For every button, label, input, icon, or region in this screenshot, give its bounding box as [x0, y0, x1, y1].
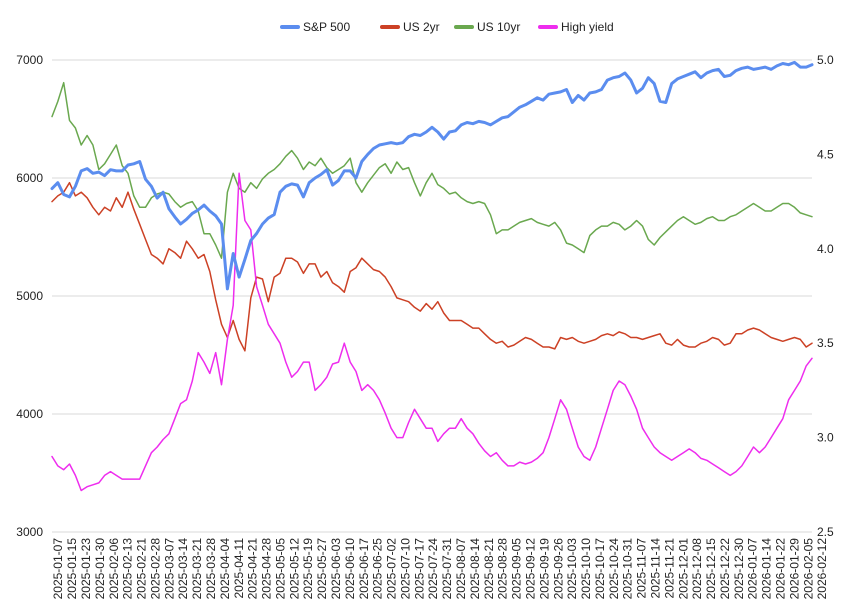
- x-axis-tick-label: 2025-04-04: [218, 538, 232, 600]
- x-axis-tick-label: 2025-04-21: [246, 538, 260, 600]
- x-axis-tick-label: 2025-01-30: [93, 538, 107, 600]
- x-axis-tick-label: 2025-12-30: [732, 538, 746, 600]
- x-axis-tick-label: 2026-01-07: [746, 538, 760, 600]
- right-axis: 2.5 3.0 3.5 4.0 4.5 5.0: [817, 53, 834, 539]
- legend-item[interactable]: S&P 500: [280, 20, 350, 34]
- x-axis-tick-label: 2025-08-28: [496, 538, 510, 600]
- x-axis-tick-label: 2025-12-01: [676, 538, 690, 600]
- x-axis-tick-label: 2025-09-12: [523, 538, 537, 600]
- legend-label: High yield: [561, 20, 614, 34]
- x-axis-tick-label: 2025-12-15: [704, 538, 718, 600]
- x-axis-tick-label: 2026-02-12: [815, 538, 829, 600]
- x-axis-tick-label: 2025-03-21: [190, 538, 204, 600]
- legend-item[interactable]: US 2yr: [380, 20, 440, 34]
- x-axis-tick-label: 2025-05-27: [315, 538, 329, 600]
- right-axis-tick-label: 4.5: [817, 147, 834, 161]
- x-axis-tick-label: 2026-02-05: [801, 538, 815, 600]
- x-axis-tick-label: 2025-07-10: [398, 538, 412, 600]
- x-axis-tick-label: 2025-02-13: [121, 538, 135, 600]
- legend-item[interactable]: US 10yr: [454, 20, 520, 34]
- x-axis-tick-label: 2025-06-10: [343, 538, 357, 600]
- left-axis-tick-label: 5000: [16, 289, 43, 303]
- series-line-s-p-500: [50, 60, 814, 291]
- left-axis-tick-label: 3000: [16, 525, 43, 539]
- series-line-high-yield: [51, 172, 813, 492]
- left-axis-tick-label: 7000: [16, 53, 43, 67]
- x-axis-tick-label: 2025-10-03: [565, 538, 579, 600]
- x-axis-tick-label: 2026-01-22: [774, 538, 788, 600]
- x-axis-tick-label: 2025-10-10: [579, 538, 593, 600]
- x-axis-tick-label: 2025-05-12: [287, 538, 301, 600]
- x-axis-tick-label: 2025-07-02: [385, 538, 399, 600]
- x-axis-tick-label: 2025-06-17: [357, 538, 371, 600]
- x-axis-tick-label: 2025-07-17: [412, 538, 426, 600]
- x-axis-tick-label: 2025-01-15: [65, 538, 79, 600]
- x-axis-tick-label: 2025-04-28: [260, 538, 274, 600]
- x-axis-tick-label: 2025-10-24: [607, 538, 621, 600]
- x-axis-tick-label: 2025-12-22: [718, 538, 732, 600]
- x-axis-tick-label: 2025-01-07: [51, 538, 65, 600]
- left-axis-tick-label: 4000: [16, 407, 43, 421]
- x-axis-tick-label: 2025-05-19: [301, 538, 315, 600]
- x-axis-tick-label: 2025-10-31: [621, 538, 635, 600]
- legend-label: US 2yr: [403, 20, 440, 34]
- x-axis-tick-label: 2025-02-28: [148, 538, 162, 600]
- x-axis-tick-label: 2025-07-31: [440, 538, 454, 600]
- x-axis-tick-label: 2025-04-11: [232, 538, 246, 599]
- right-axis-tick-label: 2.5: [817, 525, 834, 539]
- right-axis-tick-label: 5.0: [817, 53, 834, 67]
- x-axis-tick-label: 2025-03-28: [204, 538, 218, 600]
- x-axis: 2025-01-07 2025-01-15 2025-01-23 2025-01-30…: [51, 538, 829, 600]
- x-axis-tick-label: 2025-10-17: [593, 538, 607, 600]
- x-axis-tick-label: 2025-11-07: [635, 538, 649, 599]
- series-line-us-10yr: [51, 81, 813, 259]
- x-axis-tick-label: 2025-02-06: [107, 538, 121, 600]
- right-axis-tick-label: 3.5: [817, 336, 834, 350]
- x-axis-tick-label: 2025-06-03: [329, 538, 343, 600]
- x-axis-tick-label: 2025-05-05: [273, 538, 287, 600]
- x-axis-tick-label: 2025-12-08: [690, 538, 704, 600]
- x-axis-tick-label: 2025-09-19: [537, 538, 551, 600]
- series-line-us-2yr: [51, 181, 813, 352]
- right-axis-tick-label: 4.0: [817, 242, 834, 256]
- x-axis-tick-label: 2025-08-21: [482, 538, 496, 600]
- x-axis-tick-label: 2025-03-07: [162, 538, 176, 600]
- x-axis-tick-label: 2026-01-29: [787, 538, 801, 600]
- left-axis-tick-label: 6000: [16, 171, 43, 185]
- x-axis-tick-label: 2025-01-23: [79, 538, 93, 600]
- x-axis-tick-label: 2025-09-26: [551, 538, 565, 600]
- x-axis-tick-label: 2025-03-14: [176, 538, 190, 600]
- left-axis: 3000 4000 5000 6000 7000: [16, 53, 43, 539]
- series-lines: [50, 60, 814, 492]
- legend-label: S&P 500: [303, 20, 350, 34]
- x-axis-tick-label: 2025-06-25: [371, 538, 385, 600]
- x-axis-tick-label: 2025-11-14: [649, 538, 663, 599]
- right-axis-tick-label: 3.0: [817, 431, 834, 445]
- grid-lines: [52, 59, 812, 533]
- x-axis-tick-label: 2025-08-14: [468, 538, 482, 600]
- x-axis-tick-label: 2025-09-05: [510, 538, 524, 600]
- legend-item[interactable]: High yield: [538, 20, 614, 34]
- legend[interactable]: S&P 500 US 2yr US 10yr High yield: [280, 20, 614, 34]
- legend-label: US 10yr: [477, 20, 520, 34]
- x-axis-tick-label: 2025-07-24: [426, 538, 440, 600]
- x-axis-tick-label: 2026-01-14: [760, 538, 774, 600]
- x-axis-tick-label: 2025-08-07: [454, 538, 468, 600]
- x-axis-tick-label: 2025-02-21: [135, 538, 149, 600]
- x-axis-tick-label: 2025-11-21: [662, 538, 676, 599]
